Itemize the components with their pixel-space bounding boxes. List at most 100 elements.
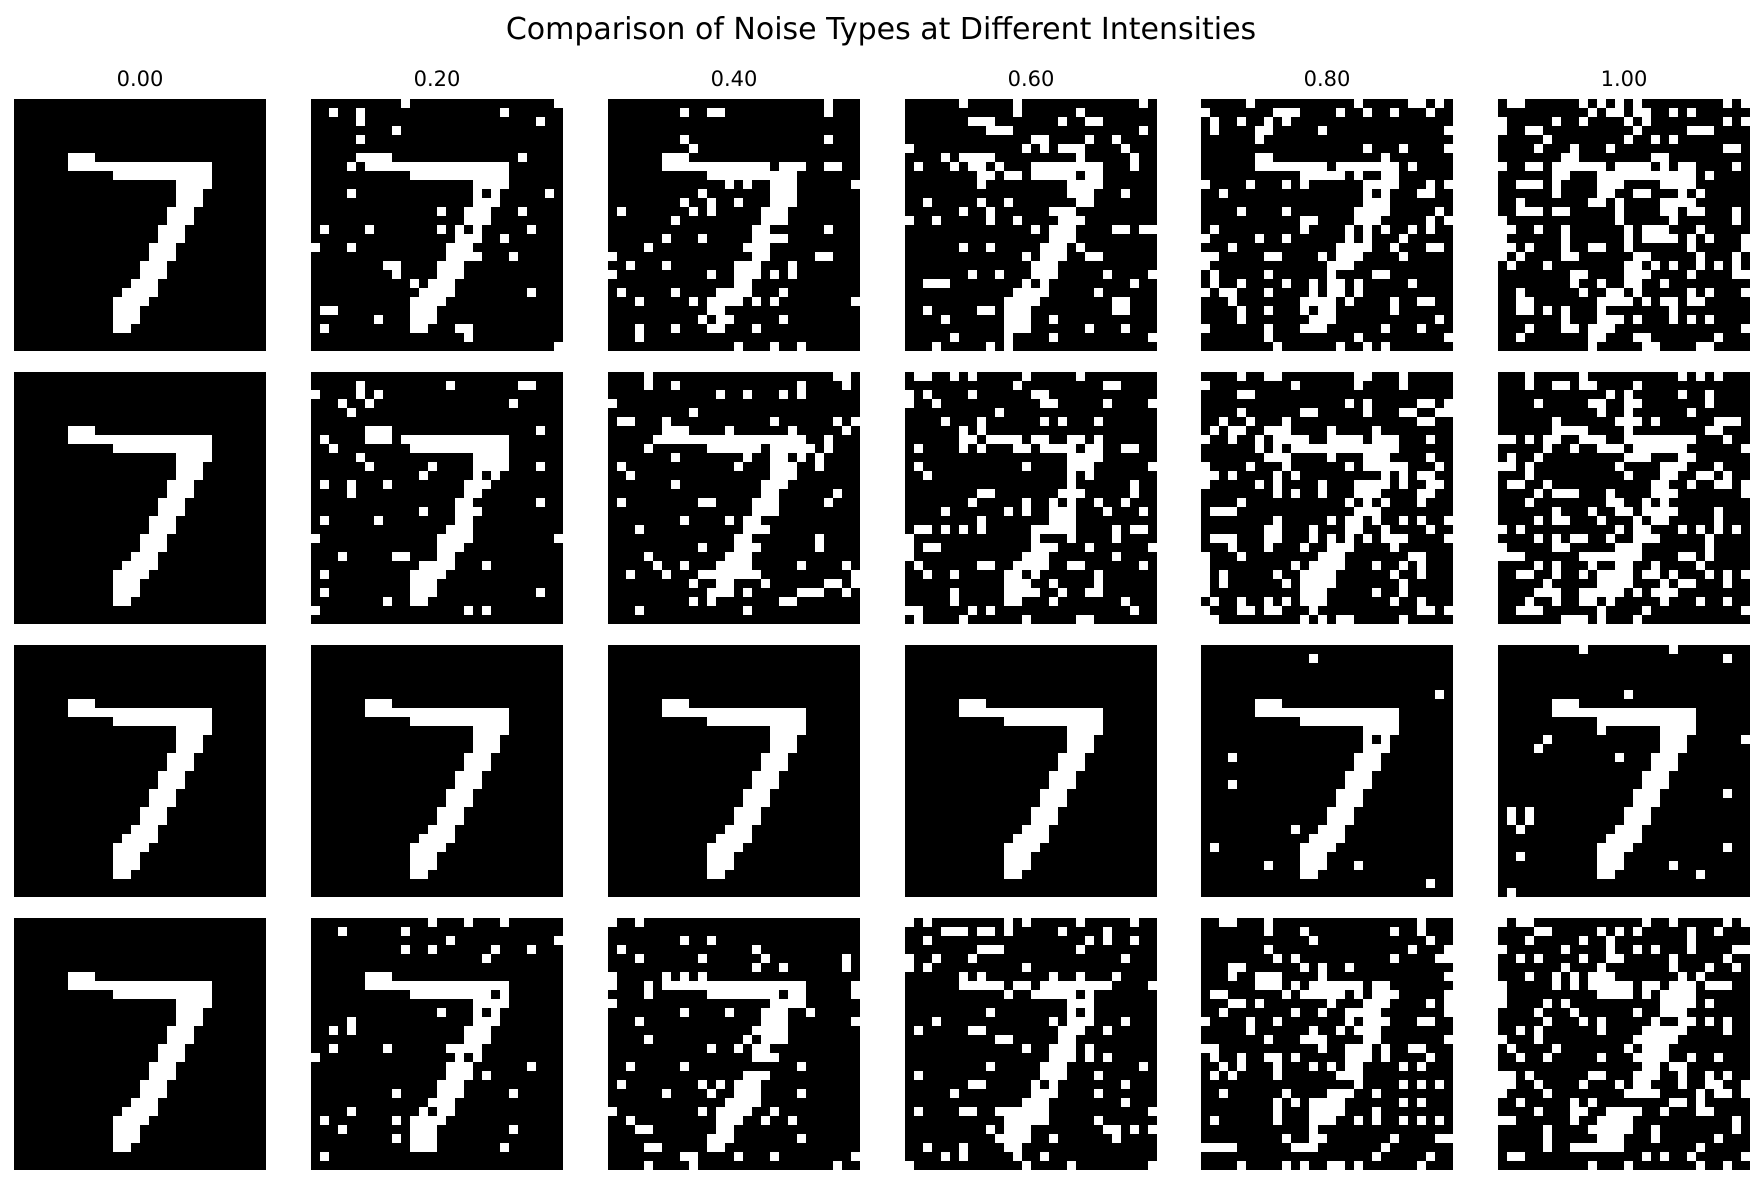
pixel [131, 306, 141, 316]
pixel [1049, 1071, 1059, 1081]
pixel [473, 234, 483, 244]
pixel [1076, 561, 1086, 571]
pixel [1309, 1035, 1319, 1045]
pixel [176, 1044, 186, 1054]
pixel [122, 834, 132, 844]
pixel [1642, 444, 1652, 454]
pixel [446, 1071, 456, 1081]
pixel [1004, 1107, 1014, 1117]
pixel [1345, 1053, 1355, 1063]
pixel [1543, 435, 1553, 445]
pixel [482, 1026, 492, 1036]
pixel [1130, 525, 1140, 535]
pixel [1732, 261, 1742, 271]
pixel [1004, 1143, 1014, 1153]
pixel [1013, 870, 1023, 880]
pixel [122, 597, 132, 607]
pixel [779, 216, 789, 226]
pixel [167, 1071, 177, 1081]
pixel [1139, 225, 1149, 235]
pixel [122, 981, 132, 991]
pixel [1354, 762, 1364, 772]
pixel [1732, 963, 1742, 973]
pixel [446, 1080, 456, 1090]
pixel [1561, 999, 1571, 1009]
pixel [1390, 954, 1400, 964]
pixel [1363, 243, 1373, 253]
pixel [617, 498, 627, 508]
pixel [1525, 243, 1535, 253]
pixel [1291, 444, 1301, 454]
pixel [1633, 588, 1643, 598]
pixel [149, 435, 159, 445]
pixel [1049, 171, 1059, 181]
pixel [185, 435, 195, 445]
pixel [635, 918, 645, 928]
pixel [167, 252, 177, 262]
pixel [68, 162, 78, 172]
pixel [797, 1062, 807, 1072]
pixel [1372, 270, 1382, 280]
pixel [1282, 279, 1292, 289]
pixel [446, 252, 456, 262]
pixel [1543, 444, 1553, 454]
pixel [1363, 399, 1373, 409]
pixel [1237, 426, 1247, 436]
pixel [464, 762, 474, 772]
pixel [1633, 288, 1643, 298]
pixel [1498, 234, 1508, 244]
pixel [743, 807, 753, 817]
pixel [473, 189, 483, 199]
pixel [1085, 615, 1095, 624]
pixel [1606, 315, 1616, 325]
pixel [167, 717, 177, 727]
pixel [1228, 972, 1238, 982]
pixel [1067, 225, 1077, 235]
pixel [1507, 1044, 1517, 1054]
pixel [950, 162, 960, 172]
pixel [149, 279, 159, 289]
pixel [1525, 297, 1535, 307]
pixel [707, 843, 717, 853]
pixel [1642, 1053, 1652, 1063]
pixel [437, 297, 447, 307]
pixel [923, 936, 933, 946]
pixel [770, 342, 780, 351]
pixel [194, 162, 204, 172]
image-panel-r2-c2 [608, 645, 860, 897]
pixel [1570, 1098, 1580, 1108]
pixel [1444, 990, 1453, 1000]
pixel [716, 1107, 726, 1117]
pixel [1049, 162, 1059, 172]
pixel [1525, 1071, 1535, 1081]
pixel [1354, 171, 1364, 181]
pixel [1282, 117, 1292, 127]
pixel [707, 588, 717, 598]
pixel [977, 699, 987, 709]
pixel [1615, 1143, 1625, 1153]
pixel [707, 936, 717, 946]
pixel [1049, 543, 1059, 553]
pixel [1004, 927, 1014, 937]
pixel [734, 552, 744, 562]
pixel [1300, 570, 1310, 580]
pixel [194, 189, 204, 199]
pixel [1633, 825, 1643, 835]
pixel [1049, 333, 1059, 343]
pixel [1696, 561, 1706, 571]
pixel [1534, 225, 1544, 235]
pixel [680, 1152, 690, 1162]
pixel [1624, 117, 1634, 127]
pixel [1121, 144, 1131, 154]
pixel [383, 699, 393, 709]
pixel [1417, 489, 1427, 499]
pixel [1606, 324, 1616, 334]
pixel [464, 171, 474, 181]
pixel [1651, 516, 1661, 526]
pixel [1552, 570, 1562, 580]
pixel [1408, 945, 1418, 955]
pixel [1516, 825, 1526, 835]
pixel [1426, 471, 1436, 481]
pixel [1579, 270, 1589, 280]
image-panel-r1-c2 [608, 372, 860, 624]
